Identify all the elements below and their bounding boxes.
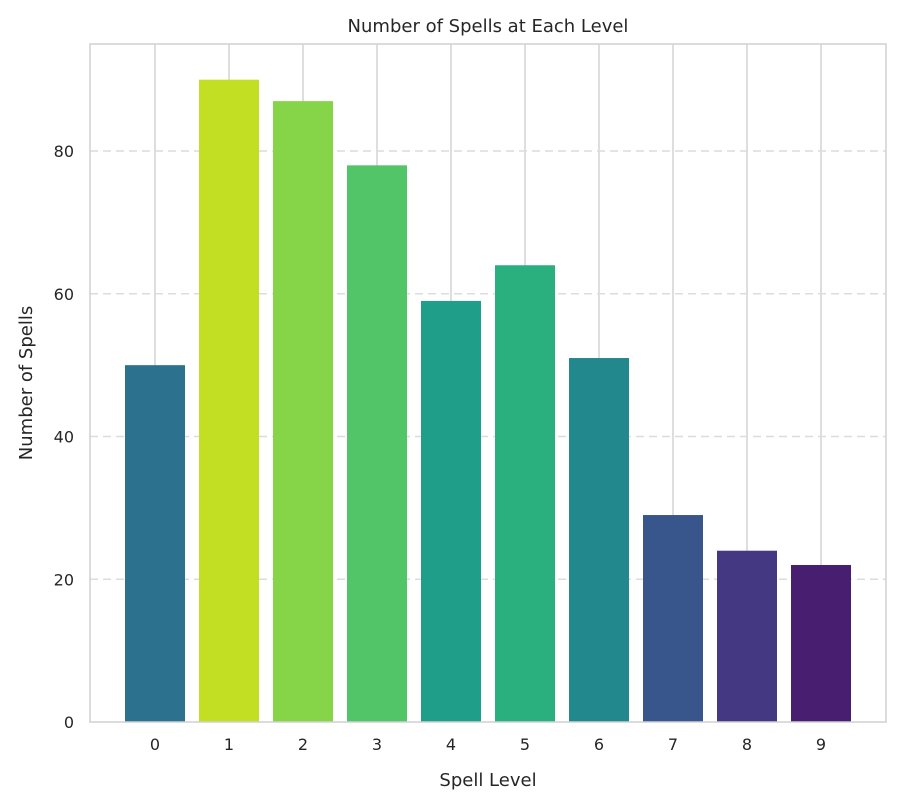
x-tick-label: 6: [594, 735, 604, 754]
chart-title: Number of Spells at Each Level: [348, 16, 629, 37]
x-tick-label: 7: [668, 735, 678, 754]
bar-level-9: [791, 564, 851, 722]
x-tick-label: 3: [372, 735, 382, 754]
y-axis-label: Number of Spells: [16, 306, 37, 460]
y-tick-label: 0: [64, 713, 74, 732]
bar-level-5: [495, 265, 555, 722]
x-tick-label: 2: [298, 735, 308, 754]
y-tick-label: 40: [54, 428, 74, 447]
plot-frame: [89, 43, 887, 723]
bar-level-8: [717, 550, 777, 722]
y-tick-label: 60: [54, 285, 74, 304]
bar-level-1: [199, 79, 259, 723]
x-tick-label: 8: [742, 735, 752, 754]
bar-level-0: [125, 365, 185, 722]
bar-level-6: [569, 358, 629, 722]
y-tick-label: 80: [54, 142, 74, 161]
bar-level-3: [347, 165, 407, 723]
x-tick-label: 1: [224, 735, 234, 754]
bar-level-4: [421, 300, 481, 722]
bar-level-2: [273, 101, 333, 723]
x-tick-label: 0: [150, 735, 160, 754]
x-tick-label: 4: [446, 735, 456, 754]
x-tick-label: 5: [520, 735, 530, 754]
y-tick-label: 20: [54, 570, 74, 589]
x-axis-label: Spell Level: [439, 770, 536, 791]
x-tick-label: 9: [816, 735, 826, 754]
bar-level-7: [643, 515, 703, 722]
